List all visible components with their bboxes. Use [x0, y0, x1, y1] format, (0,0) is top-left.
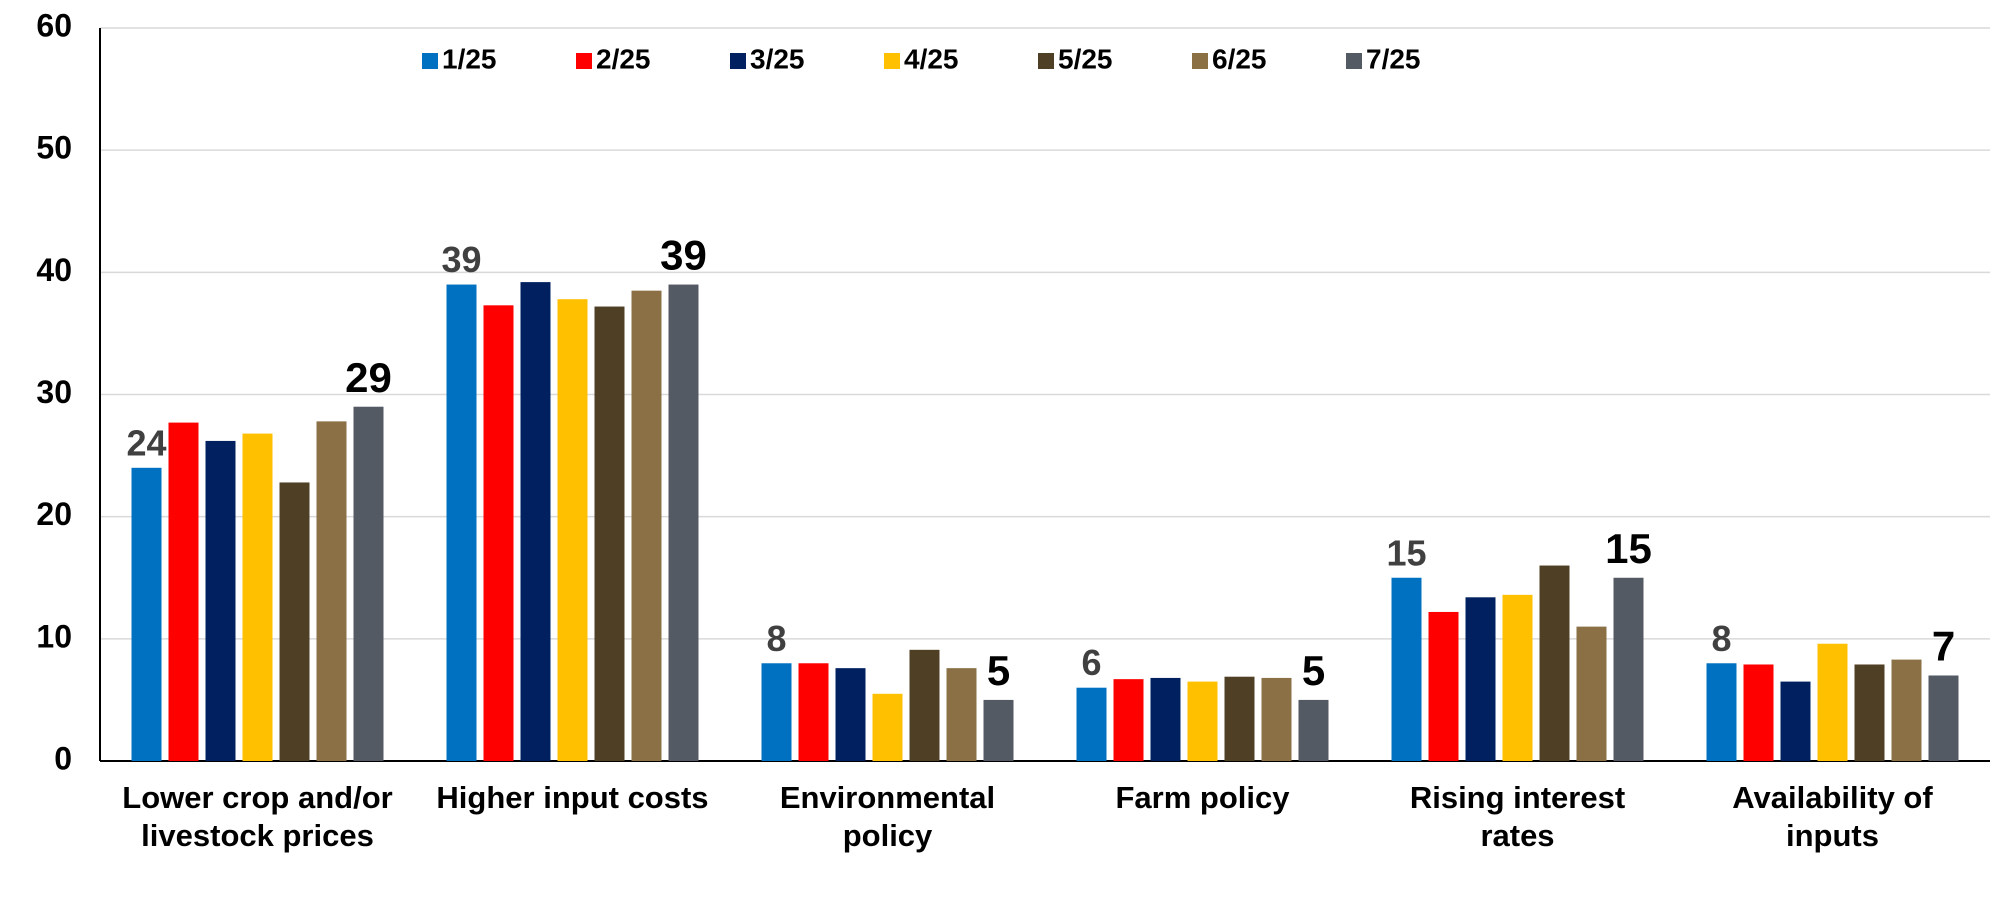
legend-swatch	[730, 53, 746, 69]
data-label: 24	[126, 422, 166, 463]
legend-label: 2/25	[596, 43, 651, 74]
bar	[557, 299, 588, 761]
bar	[594, 306, 625, 761]
bar	[1539, 565, 1570, 761]
bar	[1891, 659, 1922, 761]
bar	[909, 649, 940, 761]
data-label: 15	[1605, 525, 1652, 572]
bar	[872, 693, 903, 761]
bar	[946, 668, 977, 761]
bar	[1298, 699, 1329, 761]
bar	[242, 433, 273, 761]
data-label: 5	[1302, 647, 1325, 694]
legend-swatch	[884, 53, 900, 69]
bar	[668, 284, 699, 761]
bar	[1576, 626, 1607, 761]
bar	[205, 440, 236, 761]
bar	[1854, 664, 1885, 761]
data-label: 5	[987, 647, 1010, 694]
data-label: 15	[1386, 532, 1426, 573]
bar	[835, 668, 866, 761]
bar	[279, 482, 310, 761]
data-label: 29	[345, 354, 392, 401]
legend-label: 5/25	[1058, 43, 1113, 74]
legend-swatch	[1346, 53, 1362, 69]
bar	[520, 282, 551, 761]
legend-swatch	[422, 53, 438, 69]
x-tick-label: Availability of inputs	[1732, 780, 1933, 853]
bar	[761, 663, 792, 761]
legend-label: 6/25	[1212, 43, 1267, 74]
data-label: 7	[1932, 623, 1955, 670]
legend-swatch	[576, 53, 592, 69]
bar	[1502, 594, 1533, 761]
bar	[1780, 681, 1811, 761]
y-tick-label: 20	[36, 496, 72, 532]
bar	[1928, 675, 1959, 761]
legend-swatch	[1038, 53, 1054, 69]
bar	[1817, 643, 1848, 761]
x-tick-label: Lower crop and/or livestock prices	[122, 780, 393, 853]
bar	[1261, 677, 1292, 761]
bar	[1743, 664, 1774, 761]
data-label: 8	[1711, 618, 1731, 659]
bar	[1113, 679, 1144, 761]
bar	[316, 421, 347, 761]
bar	[1224, 676, 1255, 761]
bar	[798, 663, 829, 761]
bar	[1613, 577, 1644, 761]
y-tick-label: 0	[54, 740, 72, 776]
legend-label: 1/25	[442, 43, 497, 74]
bar	[131, 467, 162, 761]
x-tick-label: Environmental policy	[779, 780, 996, 853]
bar	[1428, 611, 1459, 761]
bar	[1706, 663, 1737, 761]
legend-label: 7/25	[1366, 43, 1421, 74]
bar	[1465, 597, 1496, 761]
data-label: 6	[1081, 642, 1101, 683]
data-label: 8	[766, 618, 786, 659]
y-tick-label: 50	[36, 130, 72, 166]
bar	[1391, 577, 1422, 761]
bar	[983, 699, 1014, 761]
x-tick-label: Farm policy	[1115, 780, 1290, 815]
legend-label: 3/25	[750, 43, 805, 74]
data-label: 39	[660, 232, 707, 279]
bar	[168, 422, 199, 761]
x-tick-label: Rising interest rates	[1409, 780, 1626, 853]
y-tick-label: 30	[36, 374, 72, 410]
bar	[446, 284, 477, 761]
bar	[353, 406, 384, 761]
bar	[631, 290, 662, 761]
bar	[1150, 677, 1181, 761]
x-tick-label: Higher input costs	[436, 780, 709, 815]
data-label: 39	[441, 239, 481, 280]
y-tick-label: 40	[36, 252, 72, 288]
bar	[483, 305, 514, 761]
bar	[1187, 681, 1218, 761]
y-tick-label: 60	[36, 7, 72, 43]
legend-label: 4/25	[904, 43, 959, 74]
bar	[1076, 687, 1107, 761]
legend-swatch	[1192, 53, 1208, 69]
y-tick-label: 10	[36, 618, 72, 654]
